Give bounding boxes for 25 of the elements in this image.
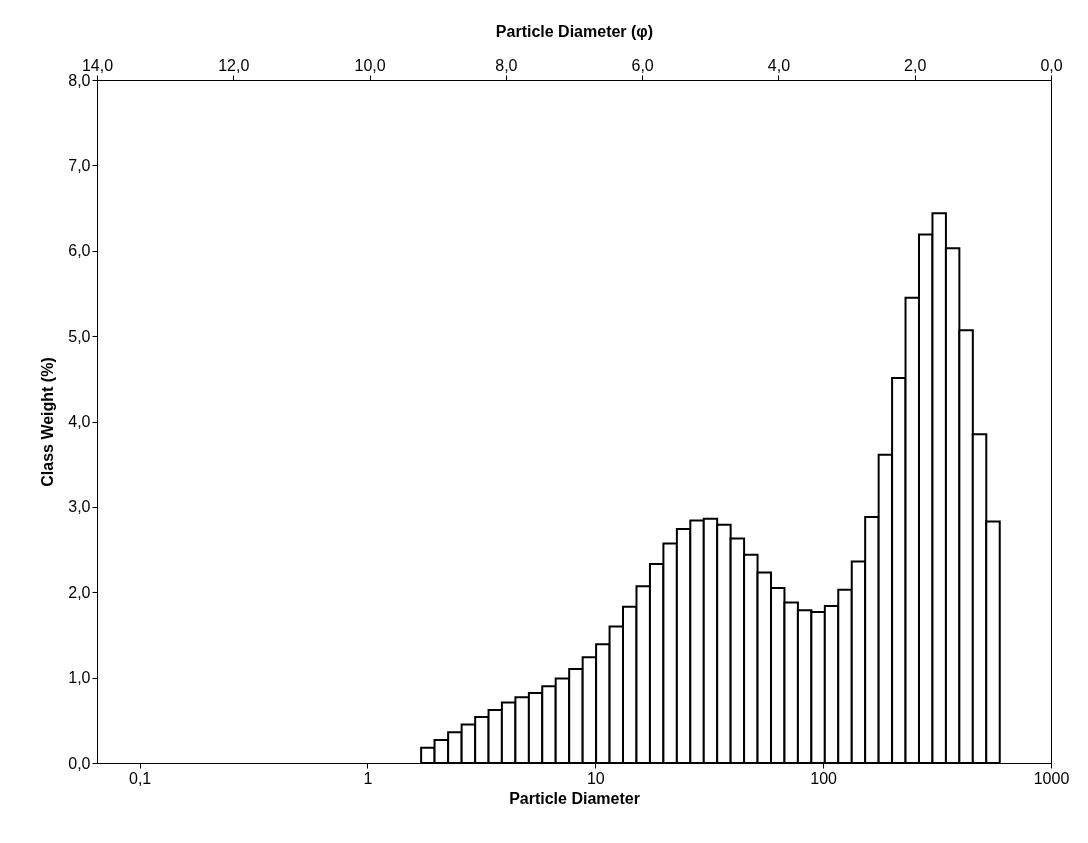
- y-tick-label: 6,0: [68, 242, 91, 260]
- x-tick-label: 10: [586, 769, 605, 787]
- x2-tick-label: 4,0: [767, 56, 791, 74]
- x2-tick-label: 12,0: [218, 56, 250, 74]
- x-tick-label: 1: [363, 769, 373, 787]
- x-tick-label: 100: [810, 769, 838, 787]
- x2-tick-label: 14,0: [81, 56, 114, 74]
- y-tick-label: 1,0: [68, 669, 91, 687]
- y-tick-label: 7,0: [68, 156, 91, 174]
- x2-axis-title: Particle Diameter (φ): [495, 22, 654, 40]
- x2-tick-label: 2,0: [904, 56, 927, 74]
- x2-tick-label: 10,0: [354, 56, 386, 74]
- x-tick-label: 1000: [1033, 769, 1070, 787]
- y-tick-label: 4,0: [68, 413, 91, 430]
- y-axis-title: Class Weight (%): [39, 357, 57, 487]
- x2-tick-label: 8,0: [495, 56, 518, 74]
- y-tick-label: 2,0: [68, 583, 91, 601]
- x2-tick-label: 0,0: [1040, 56, 1063, 74]
- x-tick-label: 0,1: [129, 769, 152, 787]
- y-tick-label: 5,0: [68, 327, 91, 345]
- x-axis-title: Particle Diameter: [509, 789, 640, 807]
- y-tick-label: 8,0: [68, 71, 91, 89]
- x2-tick-label: 6,0: [631, 56, 654, 74]
- y-tick-label: 0,0: [68, 754, 91, 772]
- y-tick-label: 3,0: [68, 498, 91, 516]
